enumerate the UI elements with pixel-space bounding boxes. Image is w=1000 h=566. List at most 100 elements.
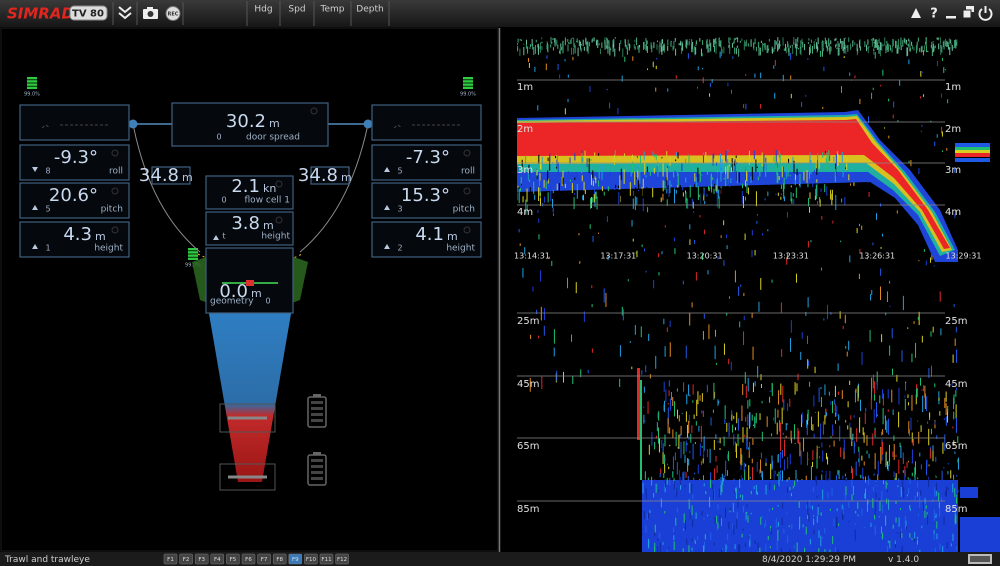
function-key[interactable] xyxy=(272,553,287,565)
echo-noise xyxy=(576,183,578,199)
echo-noise xyxy=(924,504,926,511)
function-key[interactable] xyxy=(163,553,178,565)
echo-noise xyxy=(885,515,887,526)
battery-cell xyxy=(188,257,198,260)
echo-noise xyxy=(876,42,878,45)
echo-noise xyxy=(898,387,900,405)
echo-noise xyxy=(569,157,571,164)
echo-noise xyxy=(949,47,951,56)
echo-noise xyxy=(931,253,933,260)
echo-noise xyxy=(866,257,868,260)
function-key[interactable] xyxy=(335,553,349,565)
echo-noise xyxy=(578,40,580,47)
echo-noise xyxy=(939,411,941,416)
echo-noise xyxy=(901,350,903,362)
echo-noise xyxy=(736,486,738,490)
tab[interactable]: Depth xyxy=(356,5,383,15)
tab[interactable]: Spd xyxy=(288,5,305,15)
echo-noise xyxy=(852,434,854,437)
sensor-widget[interactable]: 34.8 m xyxy=(139,165,193,186)
echo-noise xyxy=(584,189,586,195)
sensor-widget[interactable]: 20.6°5 pitch xyxy=(19,182,130,219)
function-key[interactable] xyxy=(194,553,209,565)
echo-noise xyxy=(672,397,674,407)
echo-noise xyxy=(895,40,897,49)
echo-noise xyxy=(946,148,948,151)
echo-noise xyxy=(825,158,827,171)
power-button[interactable] xyxy=(978,6,993,21)
echo-noise xyxy=(614,150,616,155)
echo-noise xyxy=(810,39,812,43)
echo-noise xyxy=(777,192,779,196)
function-key[interactable] xyxy=(319,553,334,565)
echo-noise xyxy=(870,294,872,301)
echo-noise xyxy=(664,457,666,462)
function-key[interactable] xyxy=(304,553,318,565)
echo-noise xyxy=(805,94,807,97)
tab[interactable]: Temp xyxy=(320,5,345,15)
echo-noise xyxy=(613,39,615,48)
function-key[interactable] xyxy=(179,553,193,565)
alarm-button[interactable] xyxy=(911,8,921,18)
function-key[interactable] xyxy=(210,553,225,565)
sensor-widget[interactable]: 2.1 kn0 flow cell 1 xyxy=(205,175,294,210)
time-label: 13:17:31 xyxy=(600,252,636,261)
echo-noise xyxy=(838,523,840,527)
sensor-widget[interactable]: -9.3°8 roll xyxy=(19,144,130,181)
sensor-widget[interactable]: -7.3°5 roll xyxy=(371,144,482,181)
echo-noise xyxy=(879,500,881,512)
echo-noise xyxy=(656,44,658,50)
echo-noise xyxy=(673,527,675,533)
keyboard-button[interactable] xyxy=(968,554,992,564)
echo-noise xyxy=(745,463,747,467)
sensor-widget[interactable]: 15.3°3 pitch xyxy=(371,182,482,219)
echo-noise xyxy=(849,255,851,263)
echo-noise xyxy=(933,529,935,535)
echo-noise xyxy=(939,37,941,45)
minimize-button[interactable] xyxy=(946,16,956,19)
echo-noise xyxy=(633,43,635,49)
echo-noise xyxy=(529,164,531,172)
window-button[interactable] xyxy=(962,6,974,19)
echo-noise xyxy=(706,193,708,197)
echo-noise xyxy=(580,369,582,378)
echo-noise xyxy=(830,46,832,52)
echo-noise xyxy=(930,331,932,337)
function-key[interactable] xyxy=(257,553,271,565)
echo-noise xyxy=(685,345,687,359)
time-label: 13:29:31 xyxy=(946,252,982,261)
echo-noise xyxy=(925,505,927,509)
echo-noise xyxy=(907,460,909,463)
sensor-widget[interactable]: 4.1 m2 height xyxy=(371,221,482,258)
echo-noise xyxy=(839,311,841,319)
function-key[interactable] xyxy=(241,553,256,565)
function-key[interactable] xyxy=(288,553,303,565)
echo-noise xyxy=(931,41,933,49)
sensor-widget[interactable]: 30.2 m0 door spread xyxy=(171,102,329,147)
echo-noise xyxy=(813,170,815,173)
camera-button[interactable] xyxy=(143,7,158,19)
echo-noise xyxy=(827,183,829,197)
function-key[interactable] xyxy=(226,553,240,565)
echo-noise xyxy=(835,154,837,166)
echo-noise xyxy=(700,48,702,57)
sensor-widget[interactable]: 34.8 m xyxy=(298,165,352,186)
collapse-button[interactable] xyxy=(118,6,132,20)
echo-noise xyxy=(735,487,737,493)
echo-noise xyxy=(604,37,606,43)
echo-noise xyxy=(943,40,945,50)
echo-noise xyxy=(867,40,869,45)
echo-noise xyxy=(779,470,781,481)
echo-noise xyxy=(902,458,904,464)
tab[interactable]: Hdg xyxy=(254,5,272,15)
echo-noise xyxy=(891,389,893,403)
echo-noise xyxy=(882,69,884,76)
echo-noise xyxy=(707,44,709,53)
sensor-widget[interactable]: 4.3 m1 height xyxy=(19,221,130,258)
rec-button[interactable] xyxy=(165,6,181,21)
help-button[interactable]: ? xyxy=(930,7,938,22)
echo-noise xyxy=(642,178,644,189)
sensor-widget[interactable]: 3.8 mt height xyxy=(205,211,294,246)
